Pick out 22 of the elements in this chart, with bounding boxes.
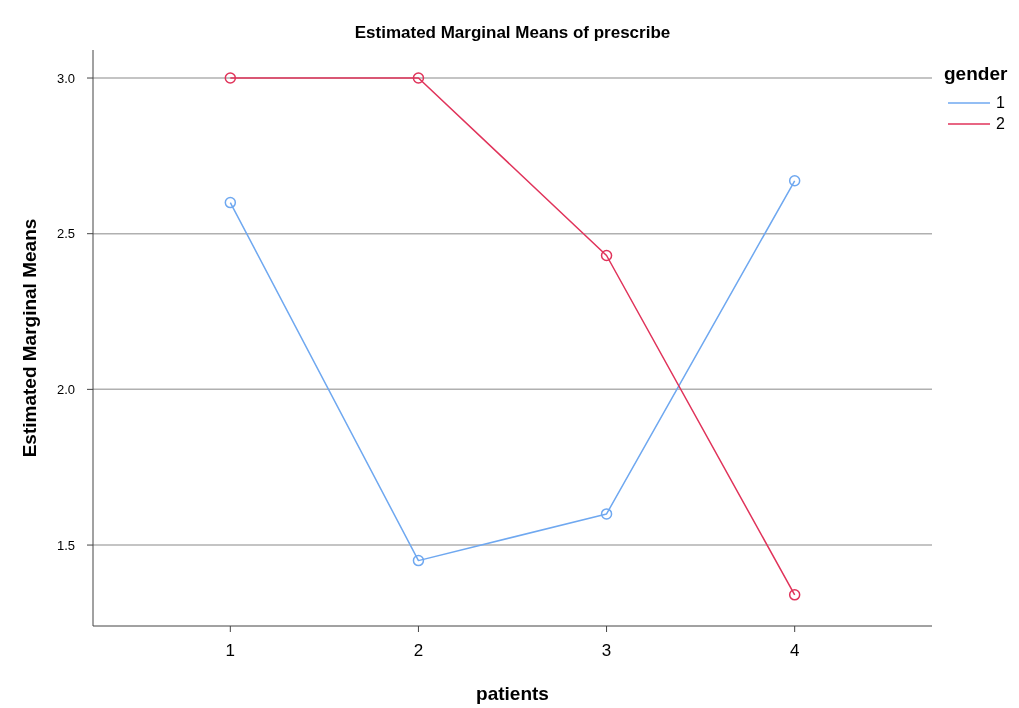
point — [412, 72, 425, 84]
legend-label: 2 — [996, 115, 1005, 132]
x-tick-label: 1 — [225, 641, 236, 660]
y-axis-title: Estimated Marginal Means — [19, 218, 40, 458]
chart-title: Estimated Marginal Means of prescribe — [354, 23, 671, 42]
legend-title: gender — [944, 63, 1008, 84]
point — [224, 196, 237, 209]
y-tick-label: 1.5 — [56, 537, 75, 553]
y-tick-label: 3.0 — [56, 70, 75, 86]
y-tick-label: 2.0 — [56, 381, 75, 397]
point — [600, 508, 613, 520]
x-tick-label: 3 — [601, 641, 612, 660]
point — [600, 249, 613, 262]
point — [788, 175, 801, 187]
point — [788, 589, 801, 601]
x-axis-title: patients — [476, 683, 549, 704]
x-tick-label: 4 — [789, 641, 800, 660]
point — [412, 554, 425, 567]
point — [224, 72, 237, 84]
y-tick-label: 2.5 — [56, 226, 75, 242]
legend-label: 1 — [996, 94, 1005, 111]
x-tick-label: 2 — [413, 641, 424, 660]
